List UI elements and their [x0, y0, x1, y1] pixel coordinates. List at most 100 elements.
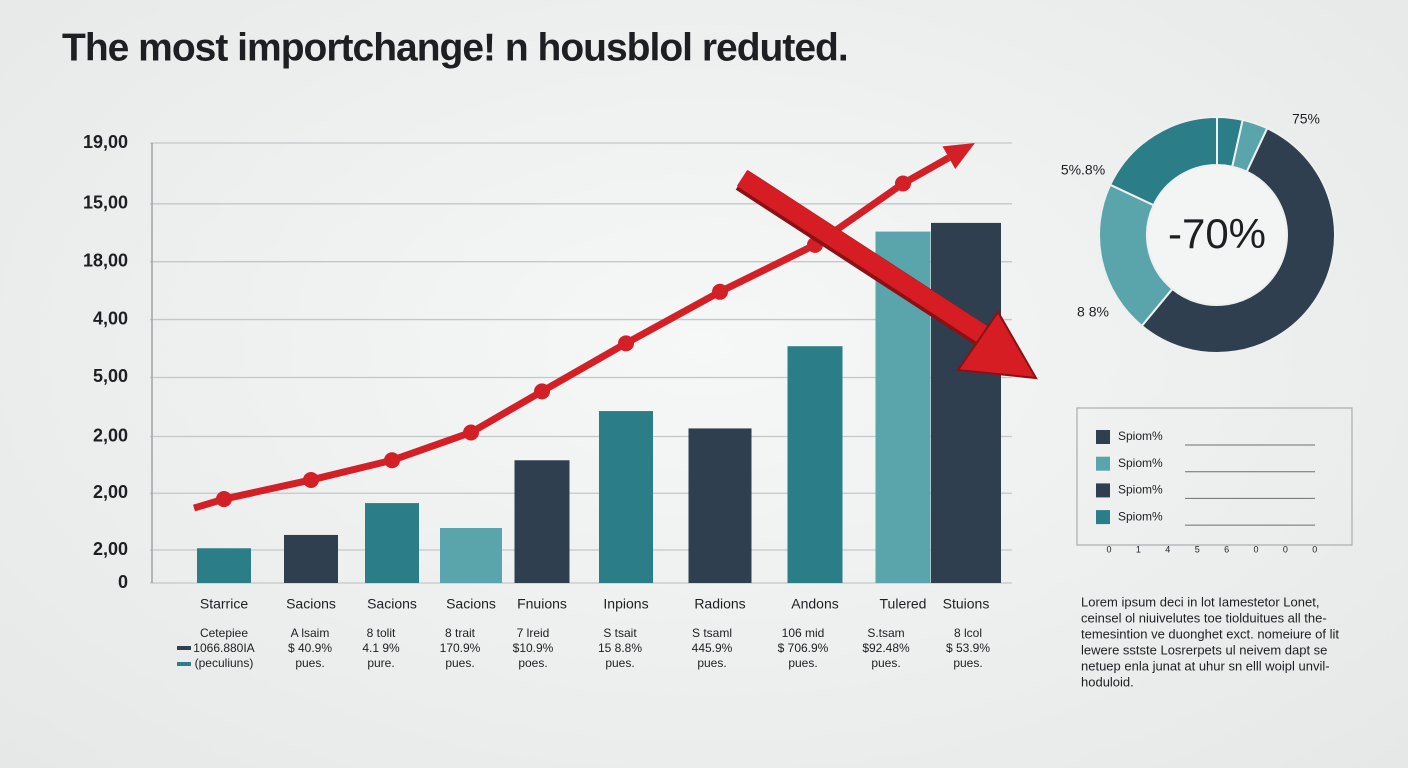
bar [931, 222, 1001, 584]
donut-center-label: -70% [1168, 210, 1266, 257]
note-swatch [177, 646, 191, 650]
category-note: S.tsam [867, 626, 904, 640]
category-note: $ 53.9% [946, 641, 990, 655]
donut-annotation: 75% [1292, 111, 1320, 127]
donut-segment [1108, 115, 1218, 207]
bar [440, 528, 502, 583]
bar [514, 460, 570, 583]
category-note: S tsait [603, 626, 637, 640]
x-tick-label: Tulered [880, 596, 927, 612]
category-note: $ 706.9% [778, 641, 829, 655]
legend-tick: 1 [1136, 544, 1141, 554]
trend-point [534, 383, 550, 400]
legend-tick: 0 [1312, 544, 1317, 554]
arrow-head [956, 310, 1038, 380]
legend-label: Spiom% [1118, 509, 1163, 523]
x-tick-label: Andons [791, 596, 838, 612]
legend-swatch [1096, 456, 1110, 471]
legend-label: Spiom% [1118, 456, 1163, 470]
trend-point [895, 175, 911, 192]
legend-tick: 0 [1106, 544, 1111, 554]
bar [365, 503, 419, 583]
paragraph-line: lewere sstste Losrerpets ul neivem dapt … [1081, 642, 1327, 657]
y-tick-label: 5,00 [93, 366, 128, 386]
category-note: 1066.880IA [193, 641, 254, 655]
category-note: pues. [295, 656, 324, 670]
trend-point [216, 491, 232, 508]
donut-chart: -70% 75% 5%.8% 8 8% [1061, 111, 1336, 354]
trend-point [463, 424, 479, 441]
paragraph-line: netuep enla junat at uhur sn elll woipl … [1081, 658, 1330, 673]
y-tick-label: 0 [118, 572, 128, 592]
title: The most importchange! n housblol redute… [62, 26, 848, 69]
category-note: poes. [518, 656, 547, 670]
legend-tick: 0 [1283, 544, 1288, 554]
category-note: pues. [871, 656, 900, 670]
category-note: $ 40.9% [288, 641, 332, 655]
legend-tick: 5 [1195, 544, 1200, 554]
legend-swatch [1096, 483, 1110, 498]
category-note: Cetepiee [200, 626, 248, 640]
category-note: 4.1 9% [362, 641, 400, 655]
y-tick-label: 2,00 [93, 539, 128, 559]
donut-annotation: 5%.8% [1061, 162, 1105, 178]
category-note: 8 lcol [954, 626, 982, 640]
paragraph-line: hoduloid. [1081, 674, 1134, 689]
category-note: $92.48% [862, 641, 910, 655]
category-note: 445.9% [692, 641, 733, 655]
legend-tick: 6 [1224, 544, 1229, 554]
x-tick-label: Sacions [367, 596, 417, 612]
x-tick-label: Sacions [286, 596, 336, 612]
y-tick-label: 4,00 [93, 308, 128, 328]
category-note: pues. [605, 656, 634, 670]
paragraph-line: ceinsel ol niuivelutes toe tiolduitues a… [1081, 610, 1327, 625]
paragraph: Lorem ipsum deci in lot Iamestetor Lonet… [1081, 594, 1339, 689]
donut-segment [1140, 126, 1336, 354]
category-note: 170.9% [440, 641, 481, 655]
paragraph-line: temesintion ve duonghet exct. nomeiure o… [1081, 626, 1339, 641]
bar [599, 411, 653, 583]
x-tick-label: Radions [694, 596, 745, 612]
bar [284, 534, 338, 583]
note-swatch [177, 662, 191, 666]
down-arrow [735, 170, 1038, 380]
y-tick-label: 19,00 [83, 132, 128, 152]
x-tick-label: Inpions [603, 596, 648, 612]
category-note: S tsaml [692, 626, 732, 640]
legend-tick: 4 [1165, 544, 1170, 554]
y-tick-label: 18,00 [83, 250, 128, 270]
legend-label: Spiom% [1118, 483, 1163, 497]
arrow-shaft [736, 170, 991, 344]
bar [787, 346, 843, 583]
donut-hole [1148, 166, 1286, 304]
category-note: 106 mid [782, 626, 825, 640]
category-note: 8 tolit [367, 626, 396, 640]
donut-annotation: 8 8% [1077, 304, 1109, 320]
category-note: pues. [697, 656, 726, 670]
legend-swatch [1096, 430, 1110, 444]
category-note: pues. [953, 656, 982, 670]
bar [688, 428, 752, 583]
trend-line-extension [901, 154, 951, 187]
category-note: $10.9% [513, 641, 554, 655]
y-tick-label: 2,00 [93, 425, 128, 445]
category-note: pues. [445, 656, 474, 670]
category-note: pure. [367, 656, 394, 670]
category-note: pues. [788, 656, 817, 670]
legend-box [1076, 407, 1353, 546]
category-note: 15 8.8% [598, 641, 642, 655]
category-note: 7 lreid [517, 626, 550, 640]
x-tick-label: Fnuions [517, 596, 567, 612]
legend-swatch [1096, 510, 1110, 525]
trend-point [618, 335, 634, 352]
legend-tick: 0 [1253, 544, 1258, 554]
trend-arrowhead [942, 143, 975, 170]
main-chart: 0 2,00 2,00 2,00 5,00 4,00 18,00 15,00 19,00 Star… [83, 132, 1012, 612]
trend-point [712, 283, 728, 300]
category-note: 8 trait [445, 626, 476, 640]
x-tick-label: Sacions [446, 596, 496, 612]
trend-point [303, 471, 319, 488]
category-note: (peculiuns) [195, 656, 254, 670]
